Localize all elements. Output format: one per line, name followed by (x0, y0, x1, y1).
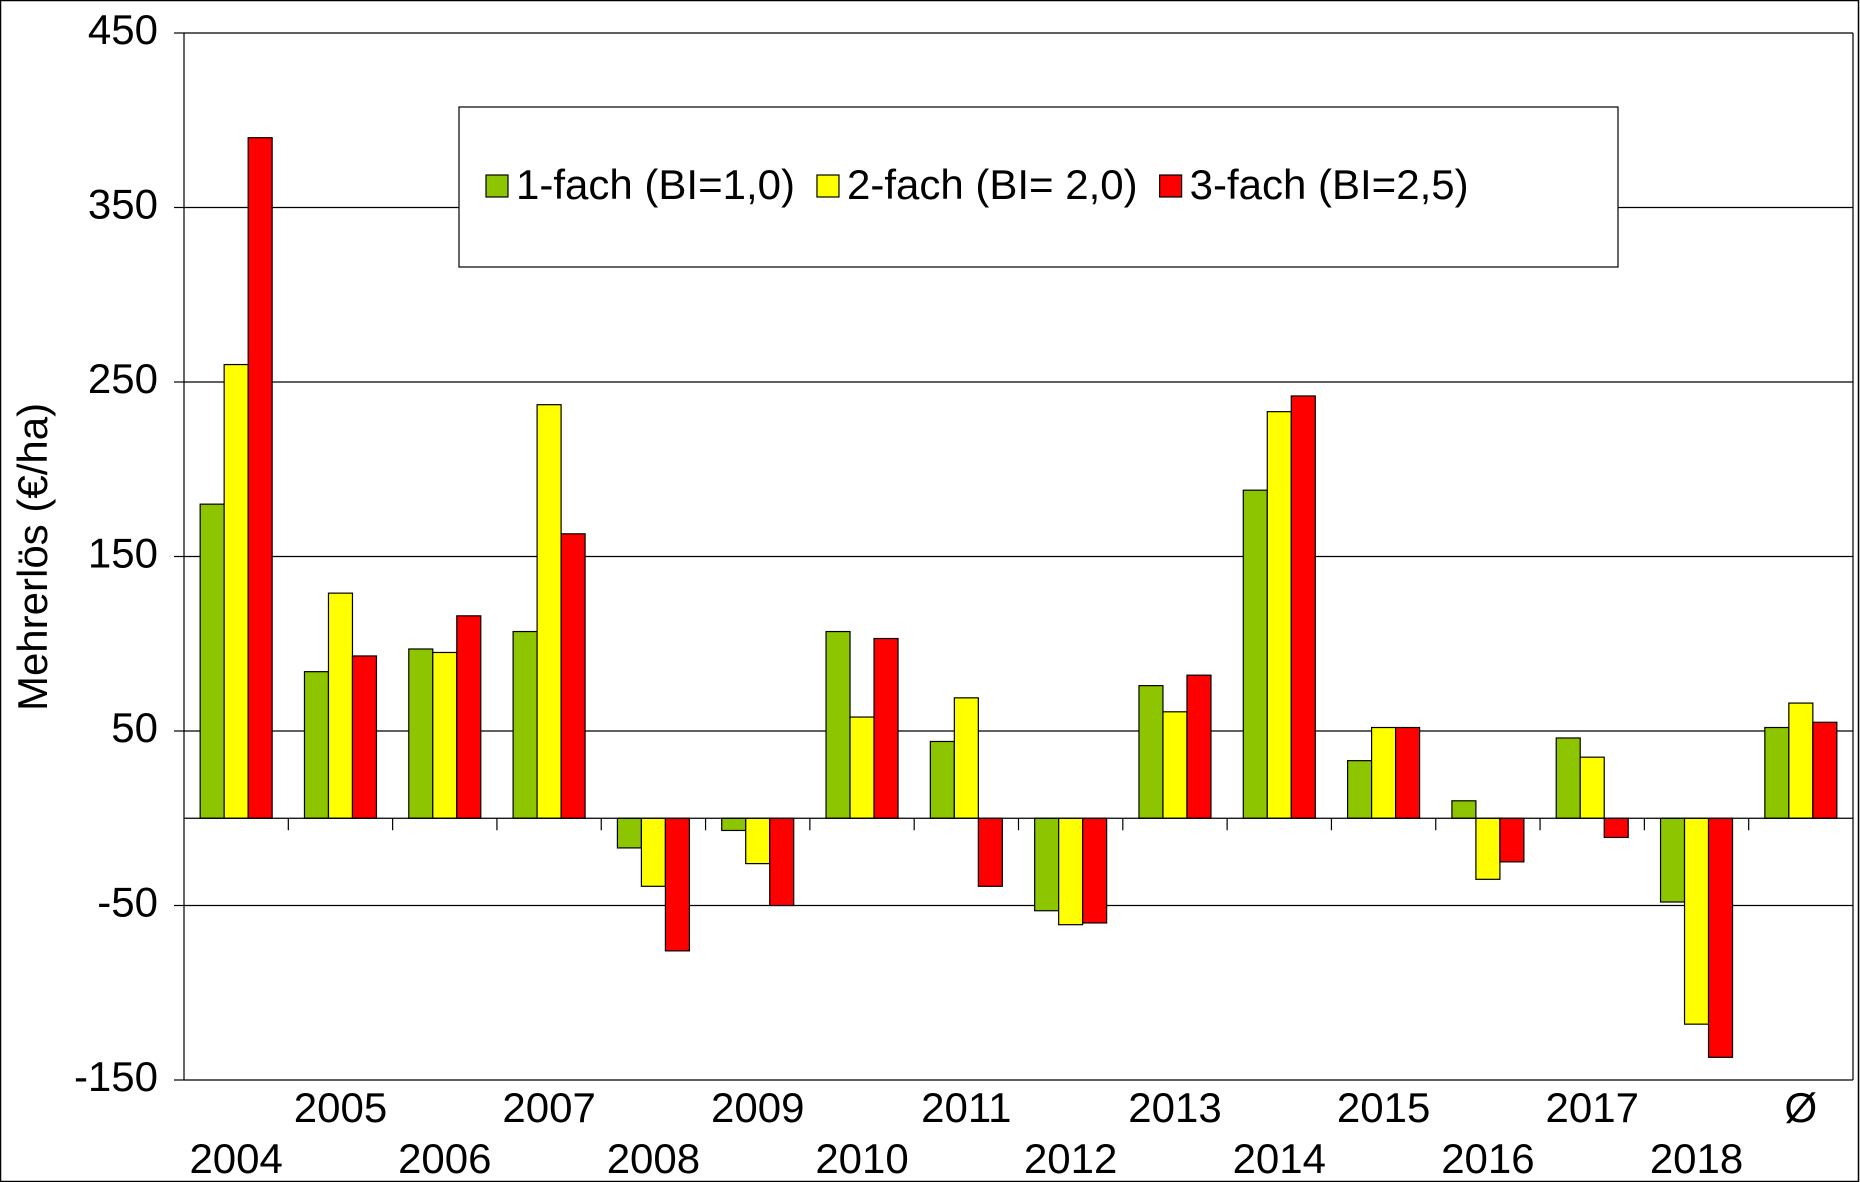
bar (1764, 726, 1790, 819)
bar (1579, 756, 1605, 819)
bar (536, 404, 562, 819)
x-tick-label: 2006 (398, 1135, 491, 1182)
bar (1082, 817, 1108, 924)
x-tick-label: 2007 (502, 1084, 595, 1131)
bar (560, 533, 586, 819)
x-tick-label: 2009 (711, 1084, 804, 1131)
bar (849, 716, 875, 819)
bar (1788, 702, 1814, 819)
bar (977, 817, 1003, 887)
bar (432, 651, 458, 819)
bar (1603, 817, 1629, 839)
bar (512, 630, 538, 819)
bar (825, 630, 851, 819)
legend-label: 3-fach (BI=2,5) (1190, 161, 1469, 208)
bar (1707, 817, 1734, 1058)
y-tick-label: 150 (88, 530, 158, 577)
bar (873, 637, 899, 819)
legend-swatch (485, 174, 509, 198)
bar (640, 817, 667, 887)
bar (1266, 411, 1292, 819)
bar (1659, 817, 1686, 903)
bar (199, 503, 225, 819)
bar (1394, 726, 1421, 819)
y-tick-label: 450 (88, 6, 158, 53)
bar (1290, 395, 1316, 819)
y-tick-label: 250 (88, 355, 158, 402)
bar (616, 817, 643, 849)
bar (408, 648, 434, 819)
bar (721, 817, 747, 832)
bar (1186, 674, 1212, 819)
bar (247, 137, 273, 819)
x-tick-label: 2013 (1128, 1084, 1221, 1131)
bar (1162, 711, 1188, 819)
bar (223, 363, 249, 819)
bar (1370, 726, 1397, 819)
x-tick-label: 2016 (1441, 1135, 1534, 1182)
x-tick-label: 2014 (1233, 1135, 1326, 1182)
x-tick-label: 2004 (189, 1135, 282, 1182)
bar (953, 697, 979, 819)
y-tick-label: -50 (97, 879, 158, 926)
bar (1034, 817, 1060, 912)
bar (1346, 760, 1373, 819)
bar (769, 817, 795, 907)
legend-swatch (1159, 174, 1183, 198)
x-tick-label: 2017 (1546, 1084, 1639, 1131)
bar (1242, 489, 1268, 819)
x-tick-label: 2011 (921, 1084, 1011, 1131)
bar (929, 740, 955, 819)
x-tick-label: 2008 (607, 1135, 700, 1182)
bar (1812, 721, 1838, 819)
bar (303, 671, 330, 819)
legend-label: 1-fach (BI=1,0) (516, 161, 795, 208)
bar (1451, 800, 1477, 819)
x-tick-label: 2012 (1024, 1135, 1117, 1182)
y-axis-title: Mehrerlös (€/ha) (9, 403, 56, 711)
bar (351, 655, 378, 819)
bar (745, 817, 771, 865)
bar (327, 592, 354, 819)
x-tick-label: 2010 (815, 1135, 908, 1182)
bar (456, 615, 482, 819)
bar (664, 817, 691, 952)
legend-label: 2-fach (BI= 2,0) (847, 161, 1138, 208)
y-tick-label: 350 (88, 181, 158, 228)
legend-swatch (816, 174, 840, 198)
bar (1555, 737, 1581, 819)
bar (1138, 685, 1164, 819)
bar (1058, 817, 1084, 926)
x-tick-label: 2018 (1650, 1135, 1743, 1182)
bar (1683, 817, 1710, 1025)
x-tick-label: 2015 (1337, 1084, 1430, 1131)
x-tick-label: Ø (1785, 1084, 1818, 1131)
x-tick-label: 2005 (294, 1084, 387, 1131)
bar (1475, 817, 1501, 880)
y-tick-label: -150 (74, 1053, 158, 1100)
legend-box (458, 106, 1619, 268)
bar (1499, 817, 1525, 863)
y-tick-label: 50 (111, 704, 158, 751)
